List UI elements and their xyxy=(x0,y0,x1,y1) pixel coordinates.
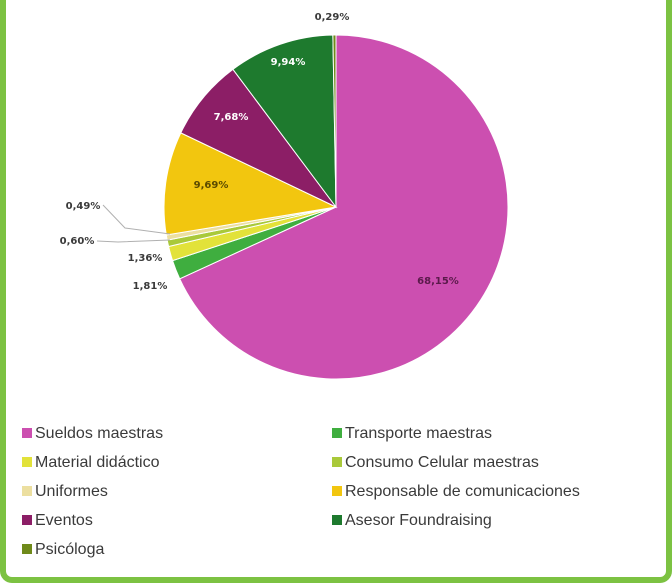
slice-data-label: 7,68% xyxy=(214,112,249,123)
legend-item: Transporte maestras xyxy=(332,424,492,444)
pie-chart: 68,15% 1,81% 1,36% 0,60% 0,49% 9,69% 7,68% 9,94… xyxy=(60,12,509,380)
pie-slice xyxy=(179,34,509,380)
legend-item: Eventos xyxy=(22,511,93,531)
legend-label: Material didáctico xyxy=(35,454,160,471)
pie-slice xyxy=(163,132,338,236)
legend-item: Sueldos maestras xyxy=(22,424,163,444)
legend-label: Transporte maestras xyxy=(345,425,493,442)
slice-data-label: 9,94% xyxy=(271,57,306,68)
legend-swatch xyxy=(22,486,32,496)
leader-line xyxy=(96,239,171,243)
legend-swatch xyxy=(22,457,32,467)
legend-label: Asesor Foundraising xyxy=(345,512,492,529)
legend-label: Eventos xyxy=(35,512,93,529)
legend-label: Sueldos maestras xyxy=(35,425,164,442)
legend-swatch xyxy=(22,544,32,554)
legend-swatch xyxy=(22,515,32,525)
slice-data-label: 1,81% xyxy=(133,281,168,292)
legend-swatch xyxy=(332,457,342,467)
slice-data-label: 0,29% xyxy=(315,12,350,23)
slice-data-label: 0,49% xyxy=(66,201,101,212)
slice-data-label: 9,69% xyxy=(194,180,229,191)
slice-data-label: 1,36% xyxy=(128,253,163,264)
legend-item: Material didáctico xyxy=(22,453,160,473)
legend-item: Uniformes xyxy=(22,482,108,502)
legend-item: Responsable de comunicaciones xyxy=(332,482,580,502)
slice-data-label: 68,15% xyxy=(417,276,459,287)
slice-data-label: 0,60% xyxy=(60,236,95,247)
legend-item: Consumo Celular maestras xyxy=(332,453,539,473)
legend-swatch xyxy=(332,428,342,438)
legend-item: Asesor Foundraising xyxy=(332,511,492,531)
leader-line xyxy=(102,204,171,235)
legend-label: Responsable de comunicaciones xyxy=(345,483,580,500)
legend-swatch xyxy=(332,486,342,496)
legend-label: Uniformes xyxy=(35,483,108,500)
pie-slice xyxy=(332,34,337,208)
legend-label: Consumo Celular maestras xyxy=(345,454,539,471)
legend-swatch xyxy=(22,428,32,438)
pie-slice xyxy=(232,34,337,209)
legend-label: Psicóloga xyxy=(35,541,105,558)
legend-item: Psicóloga xyxy=(22,540,104,560)
legend-swatch xyxy=(332,515,342,525)
